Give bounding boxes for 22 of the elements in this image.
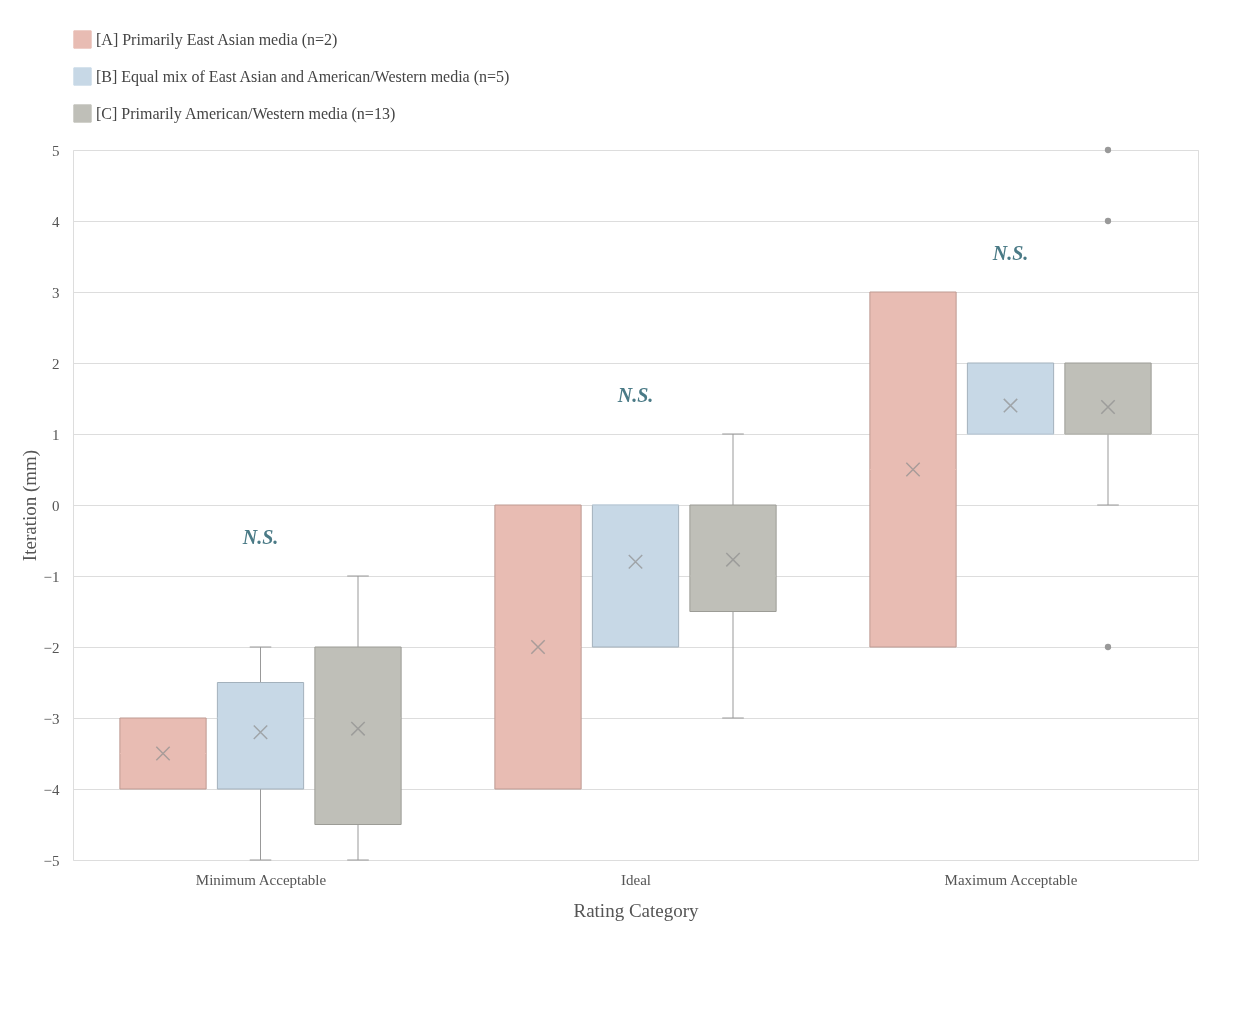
y-tick-label: 2 — [52, 355, 60, 372]
annotation: N.S. — [241, 526, 279, 548]
y-tick-label: 3 — [52, 284, 60, 301]
x-tick-label: Ideal — [621, 871, 651, 888]
x-axis-title: Rating Category — [573, 899, 700, 921]
annotation: N.S. — [991, 242, 1029, 264]
y-tick-label: −2 — [43, 639, 60, 656]
x-tick-label: Maximum Acceptable — [944, 871, 1078, 888]
y-tick-label: −4 — [43, 781, 60, 798]
y-tick-label: 1 — [52, 426, 60, 443]
legend-label: [A] Primarily East Asian media (n=2) — [96, 30, 338, 49]
y-tick-label: −1 — [43, 568, 60, 585]
y-tick-label: −5 — [43, 852, 60, 869]
y-tick-label: 5 — [52, 142, 60, 159]
y-tick-label: 4 — [52, 213, 60, 230]
legend-label: [C] Primarily American/Western media (n=13) — [96, 104, 396, 123]
x-tick-label: Minimum Acceptable — [195, 871, 327, 888]
y-tick-label: 0 — [52, 497, 60, 514]
y-axis-title: Iteration (mm) — [18, 449, 41, 562]
legend-label: [B] Equal mix of East Asian and American/Western media (n=5) — [96, 67, 510, 86]
y-tick-label: −3 — [43, 710, 60, 727]
annotation: N.S. — [616, 384, 654, 406]
